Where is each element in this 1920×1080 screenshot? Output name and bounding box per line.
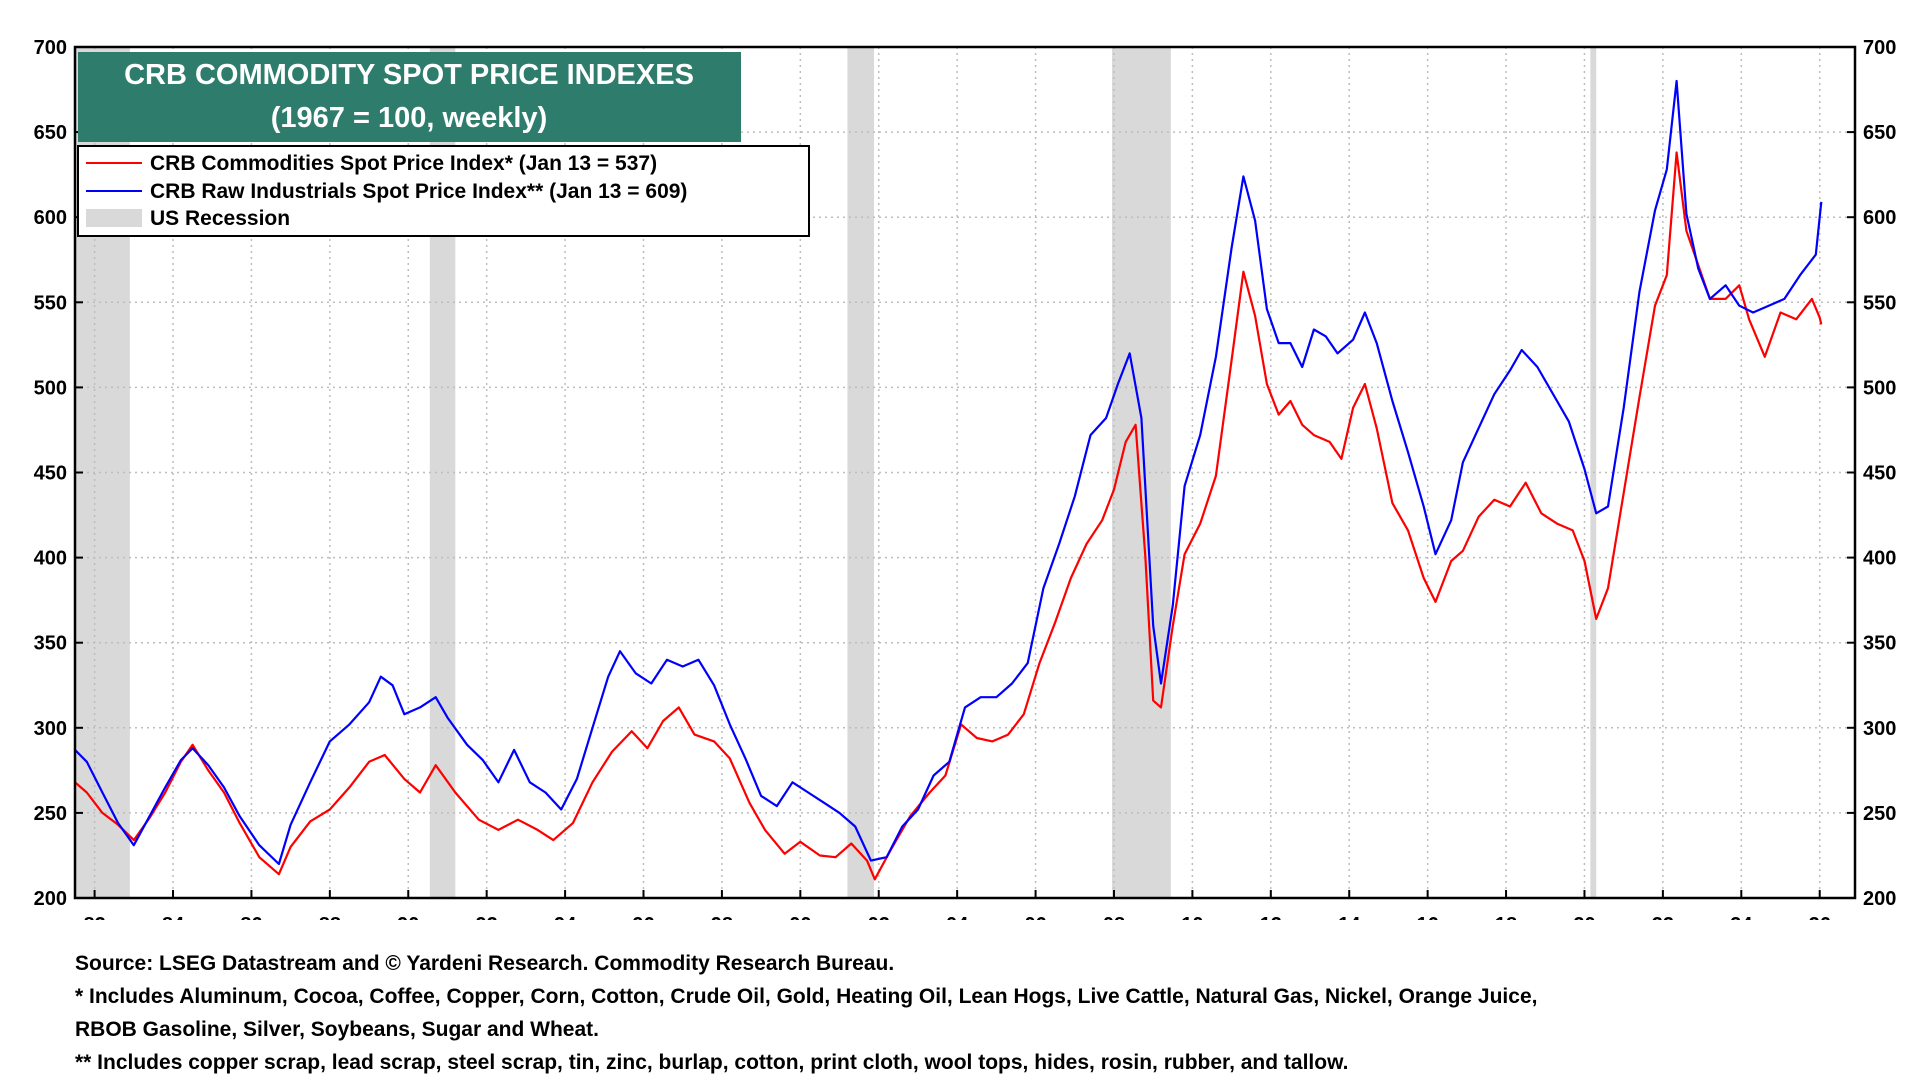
x-tick-label-16: 14 [1338, 914, 1361, 920]
footnote-commodities-line2: RBOB Gasoline, Silver, Soybeans, Sugar a… [75, 1018, 599, 1041]
grid-lines [75, 47, 1855, 898]
y-tick-label-right-1: 250 [1863, 803, 1896, 825]
y-tick-label-left-10: 700 [34, 37, 67, 59]
y-tick-label-right-10: 700 [1863, 37, 1896, 59]
y-tick-label-right-6: 500 [1863, 377, 1896, 399]
y-axis-left: 200 250 300 350 400 450 500 550 600 650 700 [34, 37, 83, 910]
x-tick-label-3: 88 [319, 914, 341, 920]
x-tick-label-11: 04 [946, 914, 969, 920]
y-tick-label-left-9: 650 [34, 122, 67, 144]
y-tick-label-right-0: 200 [1863, 888, 1896, 910]
legend-label-commodities: CRB Commodities Spot Price Index* (Jan 1… [150, 152, 657, 175]
series-line-0 [74, 151, 1823, 881]
y-tick-label-right-7: 550 [1863, 292, 1896, 314]
y-tick-label-left-8: 600 [34, 207, 67, 229]
y-tick-label-left-3: 350 [34, 633, 67, 655]
x-tick-label-18: 18 [1495, 914, 1517, 920]
y-tick-label-left-5: 450 [34, 463, 67, 485]
x-tick-label-21: 24 [1730, 914, 1753, 920]
y-tick-label-right-3: 350 [1863, 633, 1896, 655]
y-tick-label-left-2: 300 [34, 718, 67, 740]
y-tick-label-left-0: 200 [34, 888, 67, 910]
series-lines [74, 79, 1823, 881]
source-note: Source: LSEG Datastream and © Yardeni Re… [75, 952, 895, 975]
y-axis-right: 200 250 300 350 400 450 500 550 600 650 700 [1847, 37, 1896, 910]
x-tick-label-6: 94 [554, 914, 577, 920]
legend: CRB Commodities Spot Price Index* (Jan 1… [77, 145, 810, 237]
x-tick-label-14: 10 [1181, 914, 1203, 920]
legend-label-recession: US Recession [150, 207, 290, 230]
footnote-commodities-line1: * Includes Aluminum, Cocoa, Coffee, Copp… [75, 985, 1538, 1008]
x-tick-label-13: 08 [1103, 914, 1125, 920]
x-tick-label-20: 22 [1652, 914, 1674, 920]
y-tick-label-left-6: 500 [34, 377, 67, 399]
x-tick-label-5: 92 [476, 914, 498, 920]
x-axis: 82 84 86 88 90 92 94 96 98 00 02 04 06 08 10 12 14 16 18 20… [83, 890, 1831, 920]
legend-label-raw-industrials: CRB Raw Industrials Spot Price Index** (… [150, 180, 687, 203]
x-tick-label-1: 84 [162, 914, 185, 920]
x-tick-label-12: 06 [1024, 914, 1046, 920]
x-tick-label-4: 90 [397, 914, 419, 920]
x-tick-label-0: 82 [83, 914, 105, 920]
x-tick-label-9: 00 [789, 914, 811, 920]
x-tick-label-19: 20 [1573, 914, 1595, 920]
x-tick-label-8: 98 [711, 914, 733, 920]
y-tick-label-right-8: 600 [1863, 207, 1896, 229]
legend-swatch-recession [86, 209, 142, 227]
footnote-raw-industrials: ** Includes copper scrap, lead scrap, st… [75, 1051, 1349, 1074]
y-tick-label-left-4: 400 [34, 548, 67, 570]
y-tick-label-right-5: 450 [1863, 463, 1896, 485]
y-tick-label-left-7: 550 [34, 292, 67, 314]
chart-subtitle: (1967 = 100, weekly) [271, 102, 548, 134]
x-tick-label-22: 26 [1809, 914, 1831, 920]
chart-title: CRB COMMODITY SPOT PRICE INDEXES [124, 59, 694, 91]
x-tick-label-15: 12 [1260, 914, 1282, 920]
y-tick-label-right-9: 650 [1863, 122, 1896, 144]
x-tick-label-7: 96 [632, 914, 654, 920]
x-tick-label-10: 02 [868, 914, 890, 920]
recession-band-2 [847, 47, 875, 898]
y-tick-label-right-4: 400 [1863, 548, 1896, 570]
y-tick-label-left-1: 250 [34, 803, 67, 825]
y-tick-label-right-2: 300 [1863, 718, 1896, 740]
x-tick-label-2: 86 [240, 914, 262, 920]
series-line-1 [74, 79, 1823, 866]
x-tick-label-17: 16 [1417, 914, 1439, 920]
title-box: CRB COMMODITY SPOT PRICE INDEXES (1967 =… [78, 52, 741, 142]
